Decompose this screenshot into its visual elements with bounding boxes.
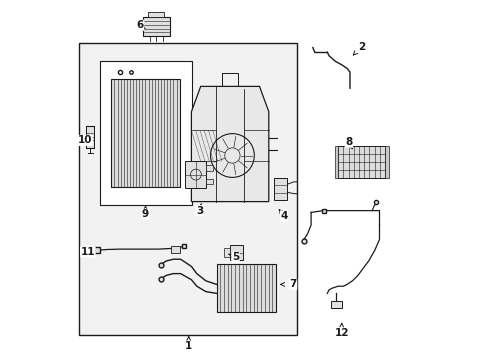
Polygon shape (191, 86, 268, 202)
Text: 7: 7 (289, 279, 296, 289)
Bar (206, 179, 212, 184)
Bar (111, 79, 179, 187)
Bar (330, 301, 341, 308)
Bar (274, 178, 286, 200)
Text: 8: 8 (345, 137, 352, 147)
Text: 2: 2 (357, 42, 365, 52)
Bar (224, 248, 229, 257)
Bar (229, 245, 243, 260)
Bar (337, 146, 384, 178)
Bar (79, 43, 296, 335)
Bar (384, 146, 387, 178)
Text: 3: 3 (196, 206, 203, 216)
Text: 4: 4 (280, 211, 287, 221)
Text: 11: 11 (81, 247, 95, 257)
Text: 5: 5 (231, 252, 239, 262)
Bar (185, 161, 206, 188)
Bar (334, 146, 337, 178)
Text: 12: 12 (334, 328, 348, 338)
Bar (206, 165, 212, 171)
Bar (101, 61, 192, 205)
Bar (216, 264, 275, 312)
Text: 9: 9 (142, 209, 149, 219)
Text: 6: 6 (136, 20, 143, 30)
Bar (148, 12, 164, 17)
Bar (142, 17, 169, 36)
Text: 10: 10 (78, 135, 92, 145)
Bar (86, 126, 94, 148)
Text: 1: 1 (184, 341, 192, 351)
Bar (170, 246, 179, 253)
